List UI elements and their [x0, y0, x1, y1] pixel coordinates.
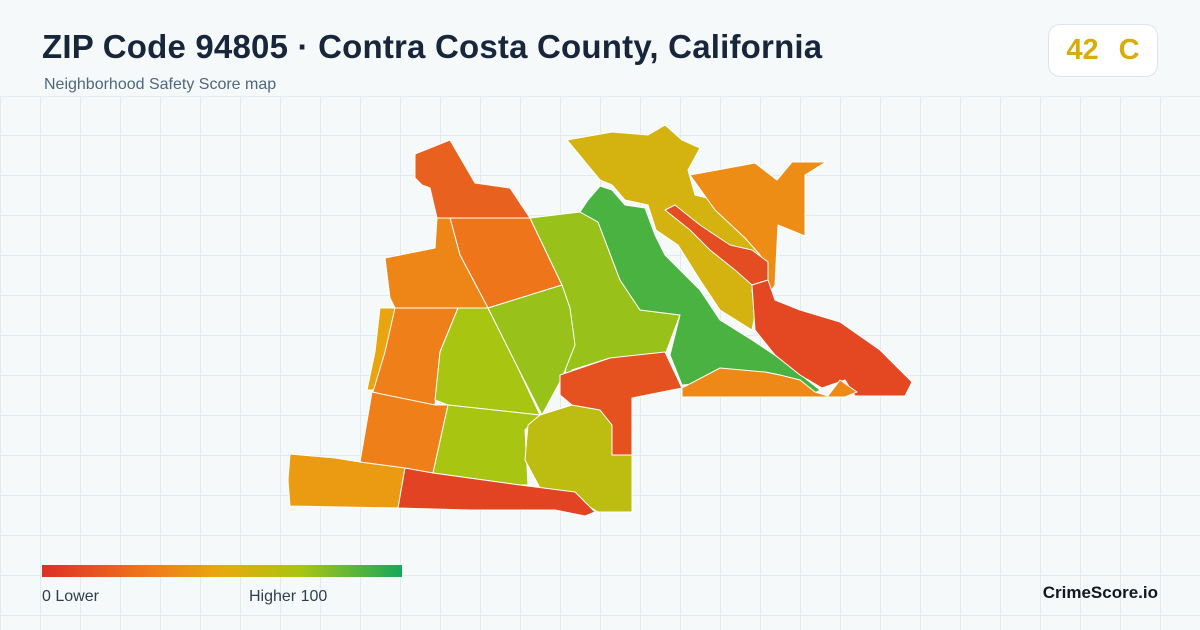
legend-min-label: 0 Lower: [42, 588, 99, 605]
page-subtitle: Neighborhood Safety Score map: [44, 76, 277, 93]
region-central-east[interactable]: [487, 284, 576, 416]
score-grade: C: [1118, 34, 1140, 66]
legend-max-label: Higher 100: [249, 588, 328, 605]
legend-gradient-fill: [42, 565, 402, 577]
region-nw-tip[interactable]: [414, 139, 531, 219]
region-east-pocket[interactable]: [559, 351, 683, 456]
region-south-band[interactable]: [397, 467, 596, 517]
region-south-central[interactable]: [432, 404, 541, 486]
score-value: 42: [1066, 34, 1099, 66]
region-creek-strip[interactable]: [664, 204, 769, 286]
region-east-bottom[interactable]: [681, 367, 858, 398]
header-band: [0, 0, 1200, 97]
region-ridge-east[interactable]: [579, 185, 821, 394]
legend-gradient-bar: [42, 565, 402, 577]
score-badge: 42 C: [1048, 24, 1158, 77]
region-east-lowland[interactable]: [751, 279, 913, 397]
page-title: ZIP Code 94805 · Contra Costa County, Ca…: [42, 28, 823, 65]
region-ne-corner[interactable]: [689, 161, 827, 301]
brand-logo-text: CrimeScore.io: [1042, 583, 1158, 602]
